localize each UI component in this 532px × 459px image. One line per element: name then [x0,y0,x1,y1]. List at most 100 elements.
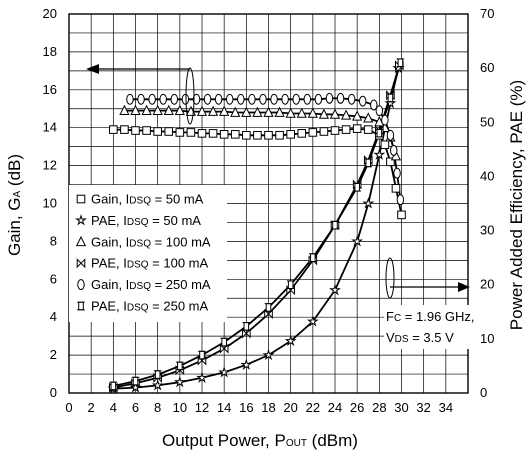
y-left-tick-label: 20 [43,6,57,21]
y-right-tick-label: 50 [480,114,494,129]
marker-circle [77,279,85,291]
marker-bracket [109,381,118,391]
marker-square [219,130,229,139]
legend: Gain, IDSQ = 50 mA PAE, IDSQ = 50 mA Gain,… [69,185,227,322]
marker-triangle [285,107,296,118]
marker-square [208,129,218,138]
marker-circle [159,93,167,105]
marker-triangle [230,106,241,117]
marker-star [284,334,297,347]
marker-square [391,184,401,193]
marker-triangle [152,104,163,115]
marker-bracket [131,376,140,386]
y-right-tick-label: 40 [480,168,494,183]
marker-circle [170,93,179,105]
marker-circle [396,194,405,206]
marker-bracket [396,58,405,68]
marker-circle [386,129,395,141]
right-axis-arrowhead [458,282,470,292]
x-tick-label: 10 [173,400,187,415]
marker-triangle [274,106,285,117]
marker-bowtie [264,308,273,319]
y-left-axis-label: Gain, GA (dB) [5,154,24,256]
marker-square [142,126,151,135]
legend-entry: Gain, IDSQ = 100 mA [75,234,211,249]
marker-triangle [241,106,252,117]
x-tick-label: 18 [261,400,275,415]
marker-bracket [309,253,317,262]
series-markers-1 [109,124,406,220]
marker-star [173,375,186,388]
legend-label: PAE, IDSQ = 100 mA [91,256,209,271]
marker-circle [303,93,312,105]
marker-star [151,379,164,391]
y-right-tick-label: 30 [480,223,494,238]
marker-circle [292,93,300,105]
marker-bracket [375,128,384,138]
legend-entry: PAE, IDSQ = 250 mA [77,299,209,314]
legend-entry: Gain, IDSQ = 50 mA [76,192,204,207]
marker-triangle [296,107,307,118]
marker-bracket [242,322,251,331]
marker-bracket [220,337,228,347]
marker-triangle [307,107,318,118]
marker-square [230,130,240,139]
x-tick-label: 6 [132,400,139,415]
x-tick-label: 0 [65,400,72,415]
series-markers [107,58,406,394]
marker-star [74,214,88,226]
left-axis-arrowhead [86,64,99,74]
marker-triangle [352,110,363,121]
y-left-tick-label: 18 [43,44,57,59]
marker-star [362,197,375,209]
x-tick-label: 20 [283,400,297,415]
marker-bracket [176,361,184,371]
marker-bracket [386,93,395,103]
y-left-tick-label: 16 [43,82,57,97]
marker-circle [214,93,223,105]
marker-star [218,366,231,378]
marker-square [352,124,362,133]
marker-circle [259,93,267,105]
marker-bracket [198,350,206,360]
marker-triangle [363,112,374,123]
marker-triangle [340,109,352,120]
marker-circle [148,93,156,105]
marker-circle [281,93,289,105]
marker-square [386,157,395,167]
x-tick-label: 32 [416,400,430,415]
marker-bracket [286,280,295,290]
marker-star [329,283,341,296]
marker-square [341,125,351,134]
marker-bracket [153,370,162,379]
marker-square [308,128,318,137]
legend-label: PAE, IDSQ = 250 mA [91,299,209,314]
marker-square [164,127,174,136]
y-left-tick-label: 4 [50,309,57,324]
marker-circle [248,93,256,105]
series-markers-3 [119,104,402,161]
marker-bracket [364,158,373,168]
y-left-tick-label: 0 [50,385,57,400]
y-left-tick-label: 12 [43,158,57,173]
series-line-2 [113,67,400,390]
marker-square [380,140,390,150]
marker-circle [381,114,389,126]
x-tick-label: 16 [239,400,253,415]
marker-star [306,315,319,327]
series-line-4 [113,65,401,389]
marker-square [76,194,86,204]
y-right-axis-label: Power Added Efficiency, PAE (%) [507,80,526,330]
x-tick-label: 12 [195,400,209,415]
marker-star [240,358,253,370]
marker-star [373,148,386,160]
marker-circle [336,92,345,104]
marker-bracket [353,182,361,192]
marker-triangle [130,104,141,115]
marker-triangle [318,108,330,119]
legend-label: Gain, IDSQ = 100 mA [91,234,211,249]
series-line-6 [113,62,402,387]
marker-square [286,130,295,139]
marker-triangle [141,104,152,115]
